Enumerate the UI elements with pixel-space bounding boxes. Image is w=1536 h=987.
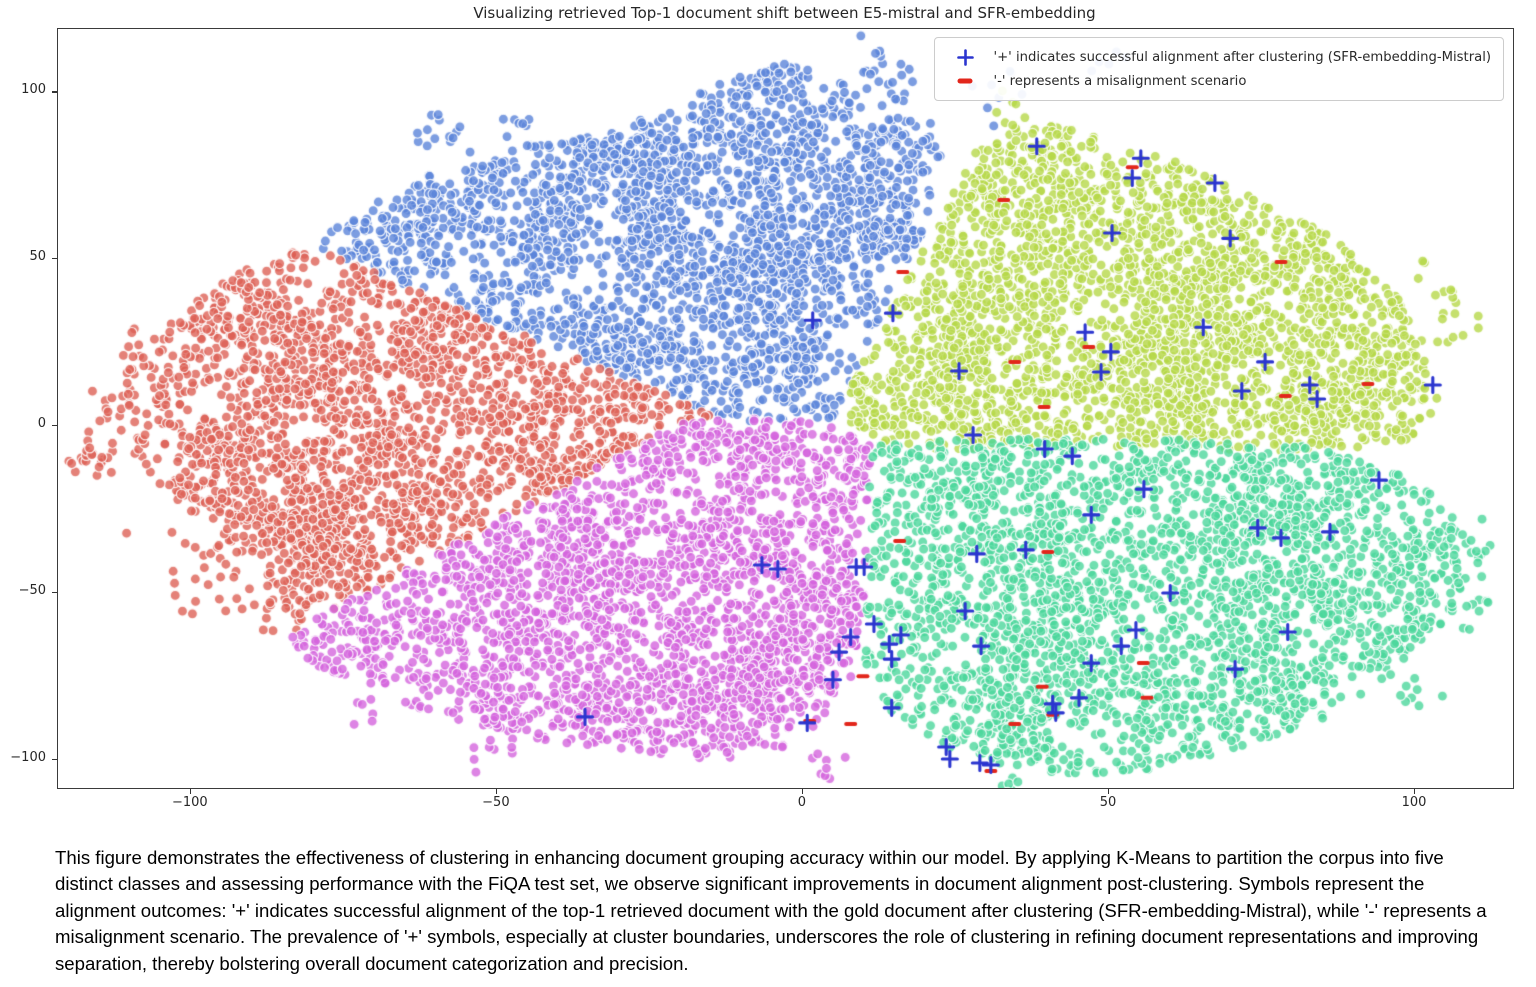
x-tick-mark	[1414, 789, 1416, 794]
x-tick-label: 100	[1401, 795, 1427, 810]
x-tick-label: −100	[171, 795, 208, 810]
y-tick-label: −100	[10, 749, 46, 765]
x-tick-mark	[801, 789, 804, 794]
x-tick-label: −50	[482, 795, 510, 810]
y-tick-mark	[52, 258, 57, 260]
y-tick-label: −50	[18, 582, 46, 598]
y-tick-label: 0	[37, 416, 46, 432]
y-tick-mark	[52, 425, 57, 427]
chart-title: Visualizing retrieved Top-1 document shi…	[473, 4, 1096, 22]
plus-marker-icon	[945, 48, 985, 66]
y-tick-mark	[52, 758, 57, 761]
legend: '+' indicates successful alignment after…	[934, 37, 1504, 101]
legend-label: '-' represents a misalignment scenario	[993, 73, 1247, 89]
plot-area: '+' indicates successful alignment after…	[57, 28, 1514, 789]
y-tick-mark	[52, 591, 57, 594]
minus-marker-icon	[945, 78, 985, 84]
x-tick-label: 50	[1099, 795, 1117, 810]
y-tick-label: 50	[29, 249, 46, 265]
scatter-canvas	[58, 29, 1513, 788]
y-tick-mark	[52, 91, 57, 93]
legend-item-minus: '-' represents a misalignment scenario	[945, 69, 1491, 93]
x-tick-mark	[189, 789, 192, 794]
figure-caption: This figure demonstrates the effectivene…	[55, 847, 1487, 974]
legend-label: '+' indicates successful alignment after…	[993, 49, 1491, 65]
legend-item-plus: '+' indicates successful alignment after…	[945, 45, 1491, 69]
x-tick-label: 0	[797, 795, 807, 810]
x-tick-mark	[1108, 789, 1110, 794]
y-tick-label: 100	[21, 82, 46, 98]
x-tick-mark	[495, 789, 498, 794]
